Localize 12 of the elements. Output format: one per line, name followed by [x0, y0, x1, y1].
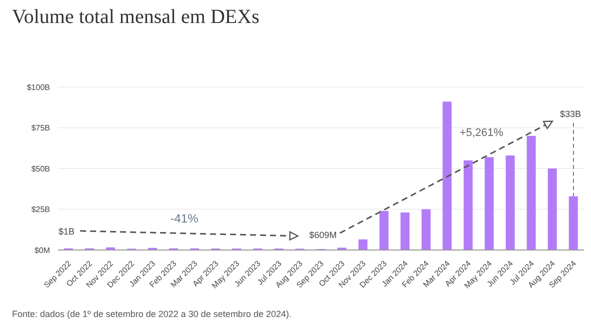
- annotation: -41%: [170, 211, 199, 226]
- y-tick-label: $50B: [31, 164, 50, 174]
- y-tick-label: $25B: [31, 205, 50, 214]
- annotation: $1B: [58, 226, 75, 236]
- source-note: Fonte: dados (de 1º de setembro de 2022 a 30 de setembro de 2024).: [12, 309, 292, 319]
- chart-title: Volume total mensal em DEXs: [12, 6, 260, 29]
- annotation: +5,261%: [460, 126, 504, 139]
- y-tick-label: $0M: [34, 246, 50, 255]
- annotation: $609M: [309, 230, 337, 240]
- annotation: $33B: [560, 109, 581, 120]
- y-tick-label: $100B: [26, 82, 50, 92]
- y-tick-label: $75B: [31, 124, 50, 133]
